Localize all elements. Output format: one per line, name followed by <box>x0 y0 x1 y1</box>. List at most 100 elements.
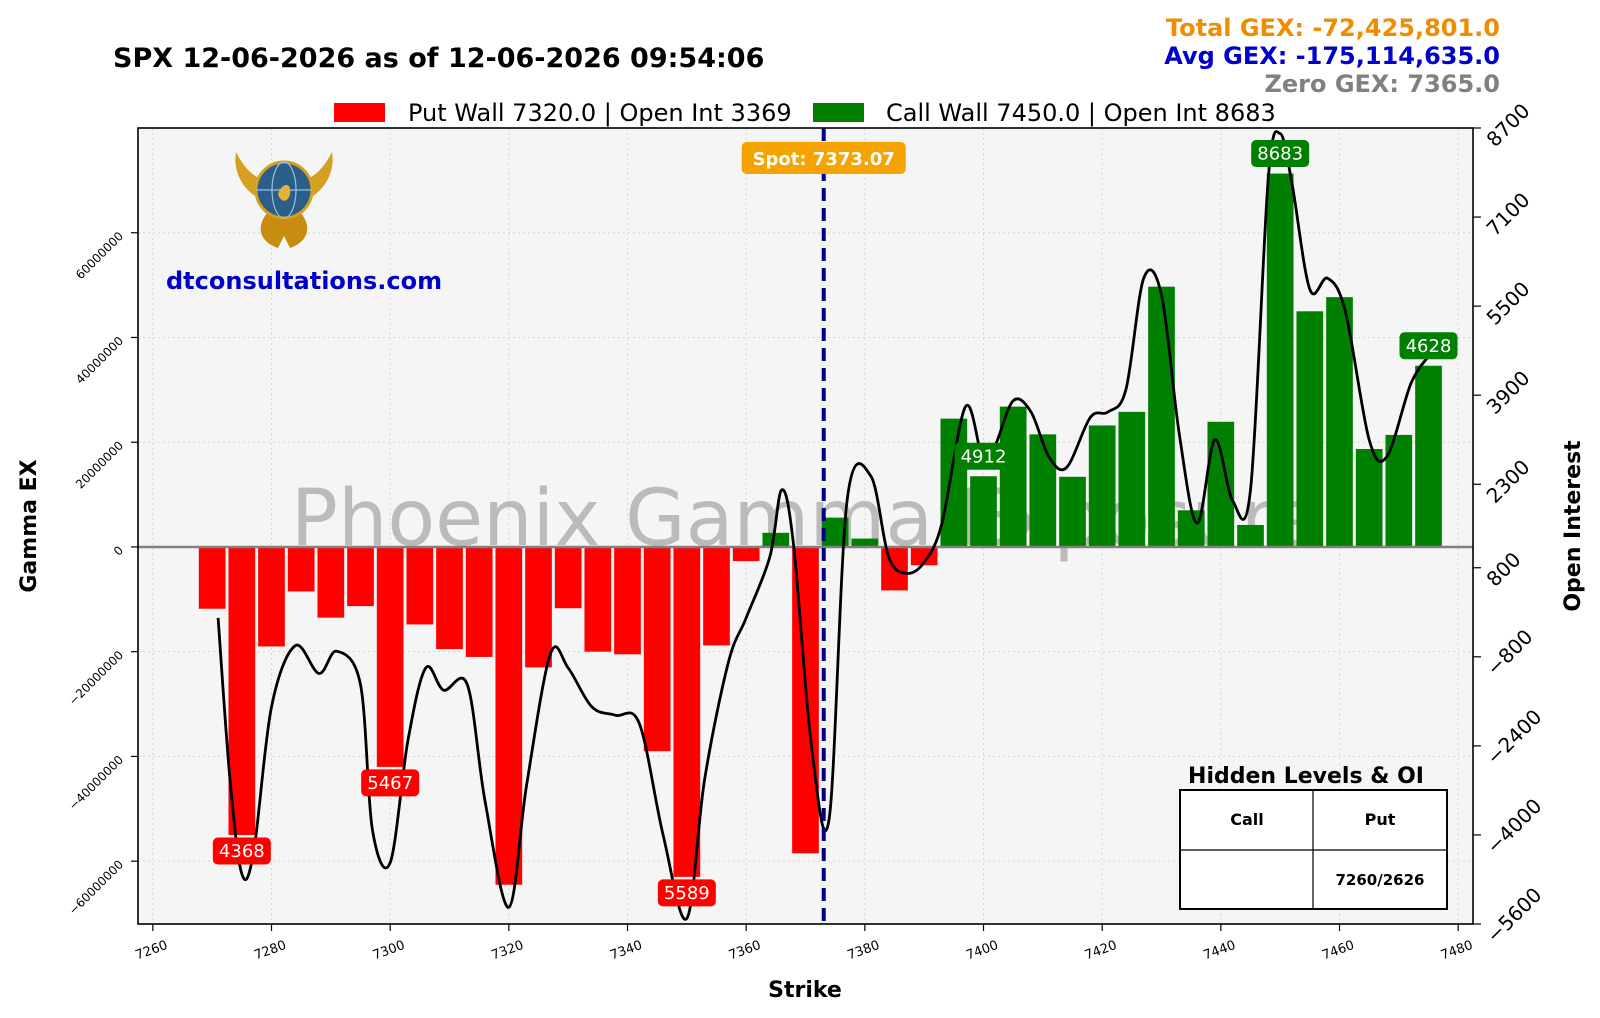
call-bar-7450 <box>1266 173 1294 547</box>
spot-label: Spot: 7373.07 <box>753 149 895 170</box>
put-bar-7350 <box>673 546 701 877</box>
call-bar-7365 <box>762 532 790 547</box>
y2-tick-label-6: 3900 <box>1482 366 1535 419</box>
put-bar-7335 <box>584 546 612 652</box>
bar-label-box-2 <box>657 879 716 907</box>
y2-tick-label-3: −800 <box>1482 625 1538 681</box>
hidden-table-title: Hidden Levels & OI <box>1188 764 1424 789</box>
y2-tick-label-8: 7100 <box>1482 188 1535 241</box>
y-tick-label-2: −20000000 <box>66 648 126 708</box>
call-bar-7465 <box>1355 449 1383 547</box>
bar-label-2: 5589 <box>664 883 710 904</box>
x-axis-label: Strike <box>768 978 842 1003</box>
y-tick-label-1: −40000000 <box>66 753 126 813</box>
put-bar-7285 <box>287 546 315 592</box>
y2-tick-label-9: 8700 <box>1482 99 1535 152</box>
legend: Put Wall 7320.0 | Open Int 3369 Call Wal… <box>334 99 1276 127</box>
x-tick-label-10: 7460 <box>1320 938 1356 963</box>
bar-label-box-5 <box>1399 332 1458 360</box>
hidden-table-header-put: Put <box>1365 810 1396 829</box>
put-bar-7355 <box>703 546 730 646</box>
hidden-table-cell-put: 7260/2626 <box>1336 871 1425 889</box>
y2-tick-label-1: −4000 <box>1482 794 1547 859</box>
y-tick-label-4: 20000000 <box>73 438 126 491</box>
bar-label-0: 4368 <box>219 841 265 862</box>
legend-call-label: Call Wall 7450.0 | Open Int 8683 <box>886 99 1276 127</box>
put-bar-7340 <box>614 546 641 655</box>
call-bar-7445 <box>1237 524 1264 547</box>
call-bar-7400 <box>970 476 997 547</box>
put-bar-7345 <box>643 546 671 752</box>
bar-label-1: 5467 <box>367 773 413 794</box>
x-tick-label-11: 7480 <box>1439 938 1475 963</box>
y2-tick-label-2: −2400 <box>1482 705 1547 770</box>
phoenix-globe-icon <box>235 152 333 248</box>
call-bar-7455 <box>1296 311 1324 547</box>
call-bar-7380 <box>851 538 879 547</box>
put-bar-7290 <box>317 546 345 618</box>
avg-gex-stat: Avg GEX: -175,114,635.0 <box>1164 42 1500 70</box>
call-bar-7405 <box>999 406 1027 547</box>
call-bar-7410 <box>1029 434 1057 547</box>
x-tick-label-1: 7280 <box>252 938 288 963</box>
x-tick-label-5: 7360 <box>727 938 763 963</box>
call-bar-7475 <box>1415 365 1442 547</box>
x-tick-label-0: 7260 <box>134 938 170 963</box>
y2-axis-ticks: −5600 −4000 −2400 −800 800 2300 3900 5500 7100 87… <box>1473 99 1546 948</box>
y2-tick-label-4: 800 <box>1482 547 1526 591</box>
put-bar-7300 <box>376 546 404 767</box>
y2-axis-label: Open Interest <box>1561 440 1586 612</box>
y-tick-label-0: −60000000 <box>66 857 126 917</box>
call-bar-7460 <box>1326 297 1353 547</box>
x-tick-label-3: 7320 <box>490 938 526 963</box>
call-bar-7420 <box>1088 425 1116 547</box>
x-tick-label-4: 7340 <box>608 938 644 963</box>
y-axis-label: Gamma EX <box>17 459 42 592</box>
bar-label-box-0 <box>212 837 271 865</box>
x-tick-label-7: 7400 <box>964 938 1000 963</box>
put-bar-7270 <box>198 546 226 609</box>
bar-label-3: 4912 <box>961 446 1007 467</box>
bar-labels-group: 4368 5467 5589 4912 8683 4628 <box>212 140 1458 907</box>
bar-label-box-4 <box>1251 140 1310 168</box>
put-bar-7315 <box>465 546 493 657</box>
bar-label-box-1 <box>361 769 420 797</box>
put-bar-7360 <box>732 546 760 562</box>
x-tick-label-6: 7380 <box>846 938 882 963</box>
zero-gex-stat: Zero GEX: 7365.0 <box>1264 70 1500 98</box>
bar-label-box-3 <box>954 442 1013 470</box>
legend-call-swatch <box>813 103 864 122</box>
y-axis-ticks: −60000000 −40000000 −20000000 0 20000000 4000… <box>66 229 138 918</box>
y-tick-label-6: 60000000 <box>73 229 126 282</box>
total-gex-stat: Total GEX: -72,425,801.0 <box>1166 14 1500 42</box>
put-bar-7330 <box>554 546 582 609</box>
call-bar-7430 <box>1148 286 1175 547</box>
bars-group <box>198 173 1442 885</box>
hidden-levels-table: Hidden Levels & OI Call Put 7260/2626 <box>1179 764 1448 910</box>
bar-label-4: 8683 <box>1257 144 1303 165</box>
y2-tick-label-5: 2300 <box>1482 455 1535 508</box>
spot-label-box <box>741 142 906 174</box>
x-tick-label-9: 7440 <box>1202 938 1238 963</box>
call-bar-7415 <box>1059 476 1086 547</box>
put-bar-7295 <box>347 546 374 607</box>
y2-tick-label-7: 5500 <box>1482 277 1535 330</box>
put-bar-7275 <box>228 546 256 835</box>
x-axis-ticks: 7260 7280 7300 7320 7340 7360 7380 7400 7420 7440… <box>134 924 1475 963</box>
legend-put-swatch <box>334 103 385 122</box>
x-tick-label-2: 7300 <box>371 938 407 963</box>
y-tick-label-3: 0 <box>111 543 126 558</box>
x-tick-label-8: 7420 <box>1083 938 1119 963</box>
put-bar-7325 <box>525 546 552 668</box>
website-link[interactable]: dtconsultations.com <box>166 267 442 295</box>
plot-frame <box>137 127 1474 925</box>
y-tick-label-5: 40000000 <box>73 334 126 387</box>
legend-put-label: Put Wall 7320.0 | Open Int 3369 <box>408 99 792 127</box>
y2-tick-label-0: −5600 <box>1482 883 1547 948</box>
put-bar-7320 <box>495 546 523 885</box>
put-bar-7280 <box>258 546 285 647</box>
hidden-table-header-call: Call <box>1230 810 1264 829</box>
chart-title: SPX 12-06-2026 as of 12-06-2026 09:54:06 <box>113 43 764 74</box>
spot-marker-group: Spot: 7373.07 <box>741 128 906 924</box>
call-bar-7425 <box>1118 411 1146 547</box>
